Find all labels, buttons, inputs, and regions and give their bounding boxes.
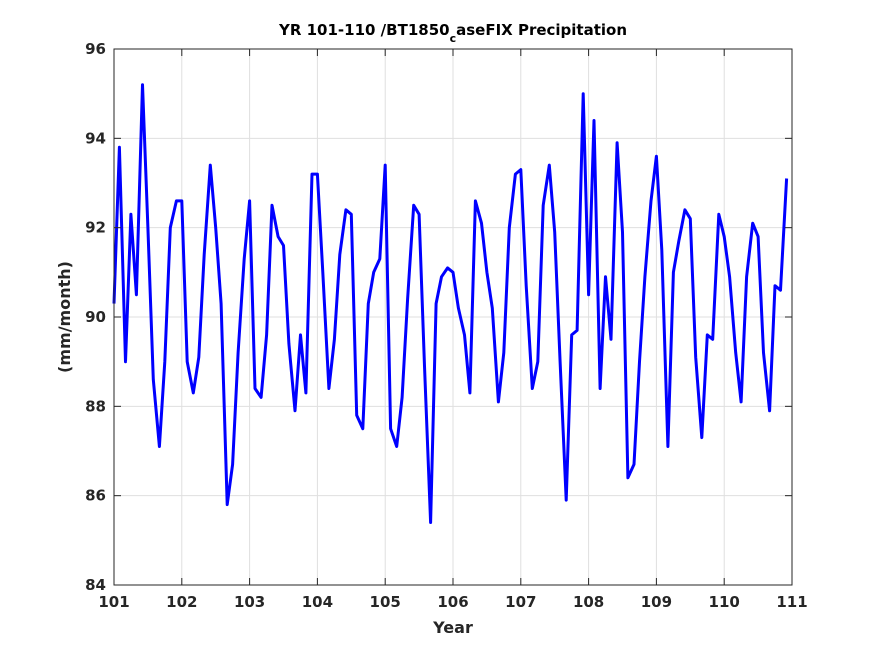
x-tick-label: 101 [98, 593, 129, 611]
x-tick-label: 102 [166, 593, 197, 611]
x-axis-label: Year [432, 618, 473, 637]
series-group [112, 83, 789, 524]
title-subscript: c [450, 32, 457, 45]
title-rest: aseFIX Precipitation [456, 21, 627, 39]
x-tick-label: 106 [437, 593, 468, 611]
y-tick-label: 84 [85, 576, 106, 594]
y-tick-label: 96 [85, 40, 106, 58]
precipitation-series-line [112, 83, 789, 524]
x-tick-label: 110 [709, 593, 740, 611]
chart-title: YR 101-110 /BT1850caseFIX Precipitation [278, 21, 627, 45]
x-tick-label: 107 [505, 593, 536, 611]
y-tick-label: 88 [85, 397, 106, 415]
y-tick-label: 92 [85, 219, 106, 237]
y-axis-label: (mm/month) [55, 261, 74, 373]
y-tick-label: 90 [85, 308, 106, 326]
x-tick-label: 111 [776, 593, 807, 611]
y-tick-label: 94 [85, 129, 106, 147]
x-tick-label: 109 [641, 593, 672, 611]
title-main: YR 101-110 /BT1850 [278, 21, 450, 39]
x-tick-label: 104 [302, 593, 333, 611]
x-tick-label: 103 [234, 593, 265, 611]
x-tick-label: 105 [370, 593, 401, 611]
axis-ticks: 101 102 103 104 105 106 107 108 109 110 111 84 86 88 9… [85, 40, 808, 611]
grid-lines [114, 49, 792, 585]
y-tick-label: 86 [85, 487, 106, 505]
x-tick-label: 108 [573, 593, 604, 611]
